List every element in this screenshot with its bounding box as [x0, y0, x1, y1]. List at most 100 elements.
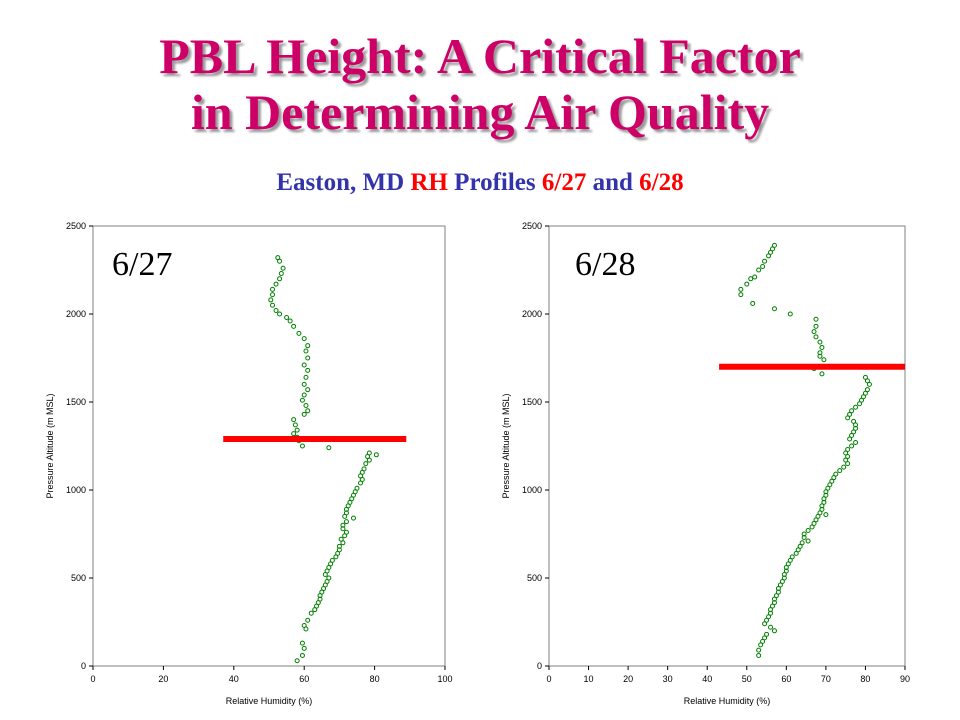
- x-tick-label: 0: [90, 674, 95, 684]
- subtitle-location: Easton, MD: [276, 169, 411, 196]
- data-point: [358, 480, 364, 486]
- y-tick-label: 0: [81, 661, 86, 671]
- x-tick-label: 80: [860, 674, 870, 684]
- data-point: [305, 343, 311, 349]
- data-point: [821, 357, 827, 363]
- data-point: [845, 461, 851, 467]
- data-point: [350, 515, 356, 521]
- data-point: [837, 468, 843, 474]
- data-point: [299, 652, 305, 658]
- data-point: [756, 652, 762, 658]
- y-tick-label: 2500: [66, 221, 86, 231]
- y-tick-label: 1000: [66, 485, 86, 495]
- data-point: [277, 276, 283, 282]
- x-tick-label: 50: [742, 674, 752, 684]
- data-point: [758, 642, 764, 648]
- y-tick-label: 0: [537, 661, 542, 671]
- x-axis-label: Relative Humidity (%): [226, 696, 313, 706]
- slide-subtitle: Easton, MD RH Profiles 6/27 and 6/28: [0, 168, 960, 198]
- data-point: [787, 311, 793, 317]
- data-point: [811, 329, 817, 335]
- data-point: [301, 645, 307, 651]
- data-point: [278, 271, 284, 277]
- slide-title: PBL Height: A Critical Factor in Determi…: [0, 28, 960, 140]
- data-point: [303, 626, 309, 632]
- x-tick-label: 70: [821, 674, 831, 684]
- data-point: [762, 621, 768, 627]
- y-axis-label: Pressure Altitude (m MSL): [45, 393, 55, 498]
- data-point: [303, 403, 309, 409]
- data-point: [322, 571, 328, 577]
- data-point: [342, 513, 348, 519]
- data-point: [280, 265, 286, 271]
- data-point: [813, 323, 819, 329]
- y-tick-label: 1000: [522, 485, 542, 495]
- data-point: [373, 452, 379, 458]
- data-point: [340, 526, 346, 532]
- data-point: [756, 647, 762, 653]
- y-tick-label: 500: [527, 573, 542, 583]
- data-point: [326, 445, 332, 451]
- data-point: [817, 339, 823, 345]
- x-tick-label: 40: [229, 674, 239, 684]
- data-point: [296, 330, 302, 336]
- data-point: [750, 300, 756, 306]
- data-point: [294, 658, 300, 664]
- data-point: [866, 381, 872, 387]
- data-point: [299, 443, 305, 449]
- data-point: [270, 286, 276, 292]
- y-axis-label: Pressure Altitude (m MSL): [501, 393, 511, 498]
- data-point: [308, 610, 314, 616]
- x-tick-label: 10: [584, 674, 594, 684]
- data-point: [771, 306, 777, 312]
- data-point: [813, 334, 819, 340]
- data-point: [291, 417, 297, 423]
- data-point: [857, 401, 863, 407]
- data-point: [301, 362, 307, 368]
- data-point: [768, 624, 774, 630]
- data-point: [291, 323, 297, 329]
- data-point: [284, 315, 290, 321]
- data-point: [744, 281, 750, 287]
- x-axis-label: Relative Humidity (%): [684, 696, 771, 706]
- data-point: [277, 311, 283, 317]
- data-point: [270, 302, 276, 308]
- data-point: [305, 367, 311, 373]
- panel-date-label: 6/28: [575, 246, 635, 283]
- y-tick-label: 1500: [522, 397, 542, 407]
- data-point: [762, 258, 768, 264]
- data-point: [748, 276, 754, 282]
- data-point: [738, 286, 744, 292]
- x-tick-label: 20: [623, 674, 633, 684]
- data-point: [823, 512, 829, 518]
- data-point: [291, 431, 297, 437]
- panel-date-label: 6/27: [112, 246, 172, 283]
- data-point: [819, 344, 825, 350]
- data-point: [301, 411, 307, 417]
- data-point: [771, 628, 777, 634]
- x-tick-label: 60: [781, 674, 791, 684]
- x-tick-label: 20: [158, 674, 168, 684]
- data-point: [805, 538, 811, 544]
- data-point: [813, 316, 819, 322]
- data-point: [303, 374, 309, 380]
- data-point: [270, 292, 276, 298]
- data-point: [305, 617, 311, 623]
- data-point: [277, 258, 283, 264]
- x-tick-label: 80: [370, 674, 380, 684]
- data-point: [342, 533, 348, 539]
- data-point: [847, 436, 853, 442]
- subtitle-profiles: Profiles: [447, 169, 542, 196]
- data-point: [845, 415, 851, 421]
- x-tick-label: 60: [299, 674, 309, 684]
- data-point: [301, 381, 307, 387]
- x-tick-label: 40: [702, 674, 712, 684]
- data-point: [849, 443, 855, 449]
- data-point: [756, 267, 762, 273]
- data-point: [301, 392, 307, 398]
- data-point: [312, 607, 318, 613]
- data-point: [268, 297, 274, 303]
- data-point: [287, 318, 293, 324]
- y-tick-label: 2000: [522, 309, 542, 319]
